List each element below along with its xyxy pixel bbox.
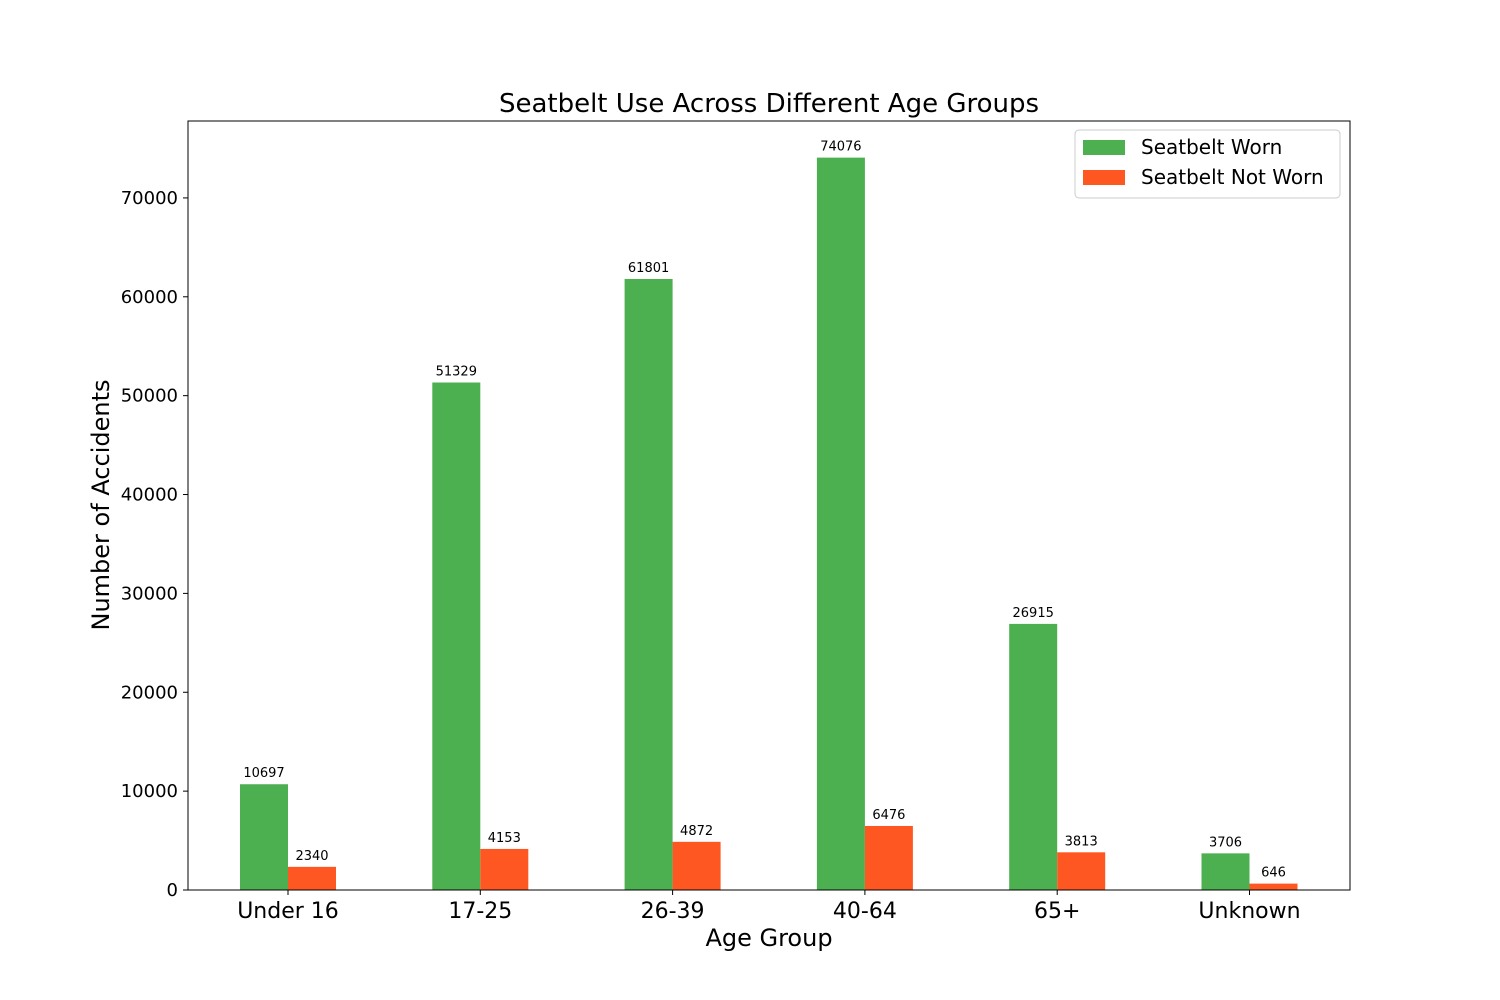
data-label: 74076 bbox=[820, 140, 861, 155]
x-tick-label: 26-39 bbox=[641, 899, 705, 924]
data-label: 4153 bbox=[488, 831, 521, 846]
data-label: 26915 bbox=[1013, 606, 1054, 621]
data-label: 4872 bbox=[680, 824, 713, 839]
plot-frame bbox=[187, 120, 1351, 891]
bar-worn bbox=[240, 784, 288, 890]
y-tick-label: 30000 bbox=[121, 583, 178, 604]
legend-swatch bbox=[1083, 170, 1125, 185]
bar-not-worn bbox=[1057, 852, 1106, 890]
bar-not-worn bbox=[480, 848, 529, 890]
data-label: 3706 bbox=[1209, 835, 1242, 850]
y-tick-label: 50000 bbox=[121, 386, 178, 407]
x-axis-label: Age Group bbox=[705, 924, 832, 952]
x-tick-label: Under 16 bbox=[237, 899, 339, 924]
y-axis-label: Number of Accidents bbox=[87, 380, 115, 631]
y-tick-label: 70000 bbox=[121, 188, 178, 209]
legend-label: Seatbelt Worn bbox=[1141, 135, 1282, 159]
bar-not-worn bbox=[864, 825, 913, 890]
bar-worn bbox=[1201, 853, 1250, 890]
data-label: 646 bbox=[1261, 866, 1286, 881]
data-label: 3813 bbox=[1065, 834, 1098, 849]
chart-title: Seatbelt Use Across Different Age Groups bbox=[499, 89, 1039, 119]
legend-label: Seatbelt Not Worn bbox=[1141, 165, 1324, 189]
bar-worn bbox=[816, 157, 865, 891]
x-tick-label: 40-64 bbox=[833, 899, 897, 924]
x-tick-label: 65+ bbox=[1034, 899, 1080, 924]
y-tick-label: 20000 bbox=[121, 682, 178, 703]
y-tick-label: 0 bbox=[167, 880, 178, 901]
legend: Seatbelt Worn Seatbelt Not Worn bbox=[1074, 129, 1341, 199]
bar-worn bbox=[1009, 623, 1058, 890]
bar-not-worn bbox=[1249, 883, 1298, 890]
bar-worn bbox=[624, 278, 673, 890]
x-tick-label: 17-25 bbox=[448, 899, 512, 924]
bar-worn bbox=[432, 382, 481, 890]
legend-box bbox=[1074, 129, 1341, 199]
bar-not-worn bbox=[672, 841, 721, 890]
x-tick-label: Unknown bbox=[1198, 899, 1300, 924]
bar-not-worn bbox=[288, 866, 336, 890]
data-label: 2340 bbox=[295, 849, 328, 864]
legend-swatch bbox=[1083, 140, 1125, 155]
data-label: 61801 bbox=[628, 261, 669, 276]
y-tick-label: 10000 bbox=[121, 781, 178, 802]
data-label: 6476 bbox=[872, 808, 905, 823]
data-label: 10697 bbox=[243, 766, 284, 781]
y-tick-label: 60000 bbox=[121, 287, 178, 308]
data-label: 51329 bbox=[436, 365, 477, 380]
y-tick-label: 40000 bbox=[121, 485, 178, 506]
